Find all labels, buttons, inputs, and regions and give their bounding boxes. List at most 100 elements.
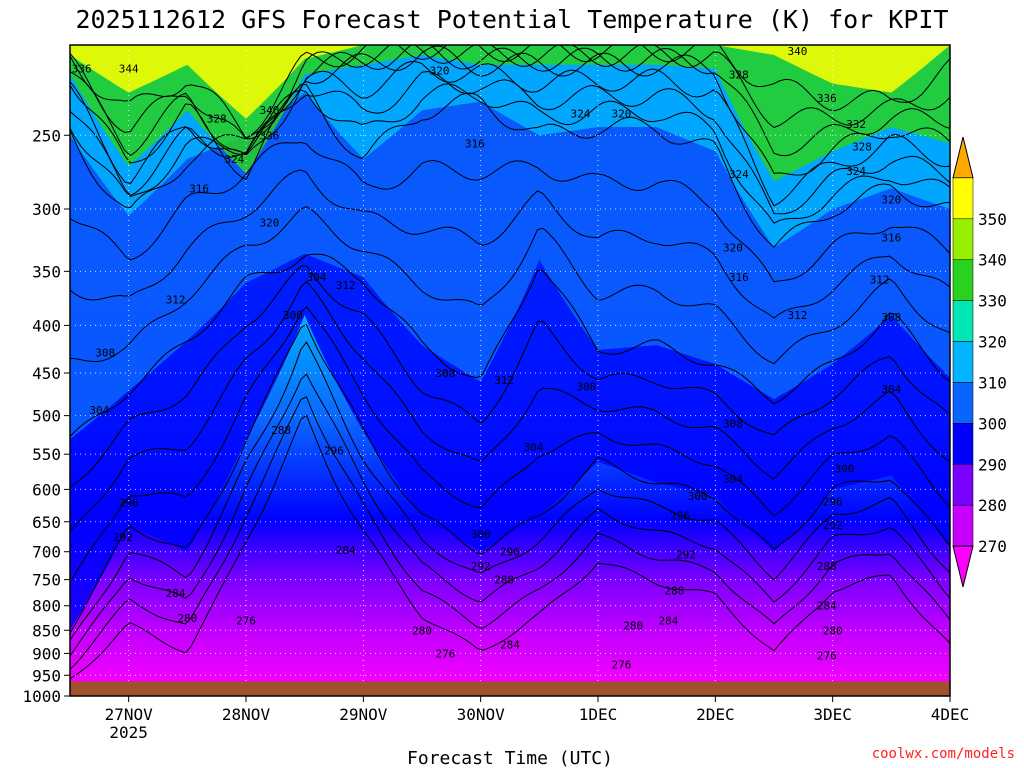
band-above-340K	[70, 45, 950, 119]
contour-label: 344	[119, 63, 139, 76]
colorbar-label: 310	[978, 373, 1007, 392]
contour-label: 292	[676, 549, 696, 562]
colorbar-label: 290	[978, 455, 1007, 474]
contour-label: 288	[817, 560, 837, 573]
contour-label: 300	[283, 309, 303, 322]
y-tick-label: 1000	[22, 687, 61, 706]
contour-label: 296	[670, 509, 690, 522]
contour-label: 324	[570, 108, 590, 121]
x-tick-label: 27NOV	[105, 705, 154, 724]
colorbar-segment	[952, 341, 974, 383]
y-tick-label: 550	[32, 445, 61, 464]
contour-label: 284	[817, 600, 837, 613]
contour-label: 316	[729, 271, 749, 284]
colorbar-segment	[952, 259, 974, 301]
contour-label: 340	[788, 45, 808, 58]
colorbar-segment	[952, 177, 974, 220]
y-tick-label: 700	[32, 543, 61, 562]
y-axis: 250 300 350 400 450 500 550 600 650 700 750 800 850 9…	[22, 126, 70, 706]
contour-label: 300	[471, 528, 491, 541]
contour-label: 280	[412, 624, 432, 637]
contour-label: 276	[817, 650, 837, 663]
ground-mask	[70, 681, 950, 696]
plot-area: 336 344 328 340 336 324 316 320 320 316 324 320 328 3…	[70, 45, 950, 696]
contour-line	[70, 414, 950, 680]
contour-label: 320	[881, 193, 901, 206]
contour-label: 276	[612, 658, 632, 671]
contour-label: 296	[823, 495, 843, 508]
y-tick-label: 900	[32, 644, 61, 663]
colorbar-segment	[952, 382, 974, 424]
chart-title: 2025112612 GFS Forecast Potential Temper…	[76, 5, 949, 34]
contour-line	[70, 280, 950, 532]
y-tick-label: 750	[32, 571, 61, 590]
contour-label: 296	[119, 497, 139, 510]
contour-line	[70, 70, 950, 215]
contour-label: 288	[494, 574, 514, 587]
x-axis-label: Forecast Time (UTC)	[407, 748, 613, 768]
y-tick-label: 600	[32, 480, 61, 499]
contour-line	[70, 45, 950, 181]
contour-label: 328	[729, 68, 749, 81]
grid-lines	[70, 45, 950, 696]
contour-label: 280	[623, 619, 643, 632]
contour-line	[70, 83, 950, 224]
contour-label: 308	[576, 380, 596, 393]
contour-label: 320	[723, 242, 743, 255]
colorbar-bottom-arrow	[952, 545, 974, 588]
contour-label: 312	[494, 374, 514, 387]
contour-line	[70, 396, 950, 670]
contour-line	[70, 84, 950, 248]
plot-frame	[69, 44, 951, 697]
contour-line	[70, 265, 950, 488]
contour-label: 300	[834, 463, 854, 476]
contour-label: 336	[260, 129, 280, 142]
contour-label: 304	[89, 404, 109, 417]
colorbar-label: 340	[978, 251, 1007, 270]
y-tick-label: 950	[32, 666, 61, 685]
contour-label: 340	[260, 104, 280, 117]
y-tick-label: 800	[32, 597, 61, 616]
colorbar-segment	[952, 218, 974, 260]
contour-label: 296	[324, 444, 344, 457]
contour-label: 324	[729, 168, 749, 181]
y-tick-label: 300	[32, 200, 61, 219]
contour-label: 292	[823, 519, 843, 532]
contour-label: 316	[189, 182, 209, 195]
contour-label: 288	[271, 424, 291, 437]
contour-label: 304	[524, 441, 544, 454]
contour-label: 300	[688, 490, 708, 503]
colorbar-label: 280	[978, 496, 1007, 515]
temperature-bands	[70, 45, 950, 631]
contour-label: 304	[881, 383, 901, 396]
contour-label: 320	[612, 108, 632, 121]
contour-label: 284	[658, 615, 678, 628]
contour-line	[70, 60, 950, 207]
contour-label: 308	[436, 367, 456, 380]
contour-line	[70, 206, 950, 365]
contour-label: 308	[881, 311, 901, 324]
colorbar: 270 280 290 300 310 320 330 340 350	[952, 136, 1007, 588]
colorbar-segment	[952, 464, 974, 506]
contour-label: 292	[471, 560, 491, 573]
contour-label: 320	[260, 216, 280, 229]
colorbar-segment	[952, 423, 974, 465]
contour-label: 304	[723, 473, 743, 486]
contour-label: 324	[224, 153, 244, 166]
contour-label: 316	[465, 137, 485, 150]
contour-line	[70, 45, 950, 157]
x-tick-label: 1DEC	[579, 705, 618, 724]
y-tick-label: 400	[32, 316, 61, 335]
contour-label: 284	[500, 638, 520, 651]
colorbar-segment	[952, 300, 974, 342]
x-tick-label: 29NOV	[339, 705, 388, 724]
x-tick-label: 4DEC	[931, 705, 970, 724]
y-tick-label: 650	[32, 513, 61, 532]
contour-label: 280	[823, 624, 843, 637]
colorbar-label: 300	[978, 414, 1007, 433]
contour-label: 296	[500, 546, 520, 559]
contour-label: 312	[788, 309, 808, 322]
contour-line	[70, 306, 950, 583]
x-tick-label: 2DEC	[696, 705, 735, 724]
